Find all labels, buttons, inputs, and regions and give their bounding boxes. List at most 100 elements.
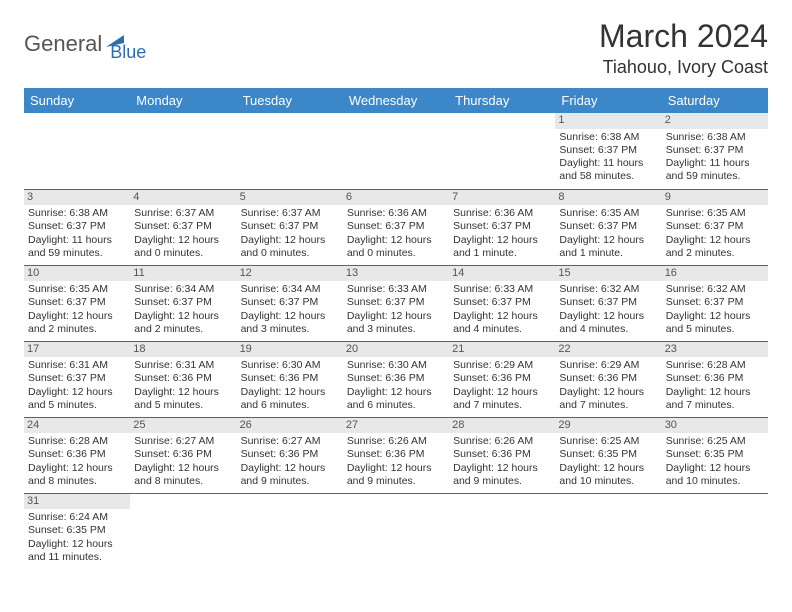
day-info-line: Sunset: 6:36 PM <box>559 372 657 385</box>
title-block: March 2024 Tiahouo, Ivory Coast <box>599 18 768 78</box>
day-info-line: and 3 minutes. <box>241 323 339 336</box>
day-info-line: Daylight: 12 hours <box>453 310 551 323</box>
day-info-line: and 6 minutes. <box>347 399 445 412</box>
calendar-day-cell: 8Sunrise: 6:35 AMSunset: 6:37 PMDaylight… <box>555 189 661 265</box>
day-info-line: Sunset: 6:36 PM <box>134 372 232 385</box>
location: Tiahouo, Ivory Coast <box>599 57 768 78</box>
logo: General Blue <box>24 18 146 63</box>
day-info-line: Daylight: 12 hours <box>134 462 232 475</box>
day-info-line: and 8 minutes. <box>134 475 232 488</box>
day-number: 18 <box>130 342 236 358</box>
day-info-line: and 58 minutes. <box>559 170 657 183</box>
day-info-line: Daylight: 12 hours <box>134 234 232 247</box>
calendar-week-row: 24Sunrise: 6:28 AMSunset: 6:36 PMDayligh… <box>24 417 768 493</box>
calendar-day-cell: 12Sunrise: 6:34 AMSunset: 6:37 PMDayligh… <box>237 265 343 341</box>
calendar-week-row: 10Sunrise: 6:35 AMSunset: 6:37 PMDayligh… <box>24 265 768 341</box>
day-info-line: and 5 minutes. <box>28 399 126 412</box>
day-info-line: and 0 minutes. <box>241 247 339 260</box>
day-info-line: Daylight: 11 hours <box>28 234 126 247</box>
day-number: 16 <box>662 266 768 282</box>
day-number: 20 <box>343 342 449 358</box>
month-title: March 2024 <box>599 18 768 55</box>
day-info-line: Daylight: 12 hours <box>559 310 657 323</box>
day-info-line: Sunrise: 6:33 AM <box>347 283 445 296</box>
weekday-header: Saturday <box>662 88 768 113</box>
calendar-day-cell <box>237 493 343 569</box>
day-info-line: Sunrise: 6:31 AM <box>28 359 126 372</box>
calendar-day-cell: 28Sunrise: 6:26 AMSunset: 6:36 PMDayligh… <box>449 417 555 493</box>
calendar-day-cell: 1Sunrise: 6:38 AMSunset: 6:37 PMDaylight… <box>555 113 661 189</box>
calendar-day-cell: 4Sunrise: 6:37 AMSunset: 6:37 PMDaylight… <box>130 189 236 265</box>
day-info-line: and 2 minutes. <box>134 323 232 336</box>
day-info-line: Sunrise: 6:33 AM <box>453 283 551 296</box>
calendar-day-cell: 19Sunrise: 6:30 AMSunset: 6:36 PMDayligh… <box>237 341 343 417</box>
calendar-day-cell <box>449 113 555 189</box>
day-info-line: Sunset: 6:36 PM <box>453 448 551 461</box>
day-info-line: Sunset: 6:37 PM <box>241 296 339 309</box>
logo-text-blue: Blue <box>110 42 146 63</box>
day-info-line: Sunrise: 6:25 AM <box>559 435 657 448</box>
day-info-line: Daylight: 12 hours <box>347 386 445 399</box>
day-info-line: Sunset: 6:37 PM <box>453 296 551 309</box>
day-info-line: and 1 minute. <box>453 247 551 260</box>
weekday-header: Sunday <box>24 88 130 113</box>
day-number: 1 <box>555 113 661 129</box>
day-info-line: Sunset: 6:37 PM <box>453 220 551 233</box>
day-info-line: Sunset: 6:37 PM <box>28 372 126 385</box>
day-info-line: Sunrise: 6:36 AM <box>347 207 445 220</box>
day-info-line: Sunset: 6:35 PM <box>28 524 126 537</box>
calendar-day-cell: 6Sunrise: 6:36 AMSunset: 6:37 PMDaylight… <box>343 189 449 265</box>
day-number: 13 <box>343 266 449 282</box>
day-info-line: and 4 minutes. <box>559 323 657 336</box>
day-info-line: Daylight: 12 hours <box>241 310 339 323</box>
calendar-day-cell: 31Sunrise: 6:24 AMSunset: 6:35 PMDayligh… <box>24 493 130 569</box>
day-info-line: and 11 minutes. <box>28 551 126 564</box>
day-info-line: and 7 minutes. <box>453 399 551 412</box>
day-info-line: Daylight: 12 hours <box>28 538 126 551</box>
day-info-line: Sunset: 6:37 PM <box>559 220 657 233</box>
day-info-line: and 7 minutes. <box>559 399 657 412</box>
calendar-day-cell: 21Sunrise: 6:29 AMSunset: 6:36 PMDayligh… <box>449 341 555 417</box>
day-info-line: Sunrise: 6:29 AM <box>453 359 551 372</box>
calendar-week-row: 17Sunrise: 6:31 AMSunset: 6:37 PMDayligh… <box>24 341 768 417</box>
calendar-day-cell <box>449 493 555 569</box>
day-info-line: Sunrise: 6:26 AM <box>453 435 551 448</box>
calendar-day-cell: 25Sunrise: 6:27 AMSunset: 6:36 PMDayligh… <box>130 417 236 493</box>
day-info-line: Sunset: 6:37 PM <box>347 220 445 233</box>
day-number: 4 <box>130 190 236 206</box>
day-info-line: and 6 minutes. <box>241 399 339 412</box>
day-info-line: and 8 minutes. <box>28 475 126 488</box>
day-info-line: Daylight: 12 hours <box>559 462 657 475</box>
calendar-day-cell <box>555 493 661 569</box>
day-number: 6 <box>343 190 449 206</box>
day-info-line: Daylight: 11 hours <box>666 157 764 170</box>
day-info-line: Sunrise: 6:26 AM <box>347 435 445 448</box>
calendar-day-cell: 5Sunrise: 6:37 AMSunset: 6:37 PMDaylight… <box>237 189 343 265</box>
calendar-day-cell: 3Sunrise: 6:38 AMSunset: 6:37 PMDaylight… <box>24 189 130 265</box>
calendar-day-cell <box>130 113 236 189</box>
day-info-line: Daylight: 12 hours <box>559 234 657 247</box>
day-number: 28 <box>449 418 555 434</box>
day-info-line: Daylight: 11 hours <box>559 157 657 170</box>
calendar-day-cell: 14Sunrise: 6:33 AMSunset: 6:37 PMDayligh… <box>449 265 555 341</box>
day-info-line: Daylight: 12 hours <box>241 462 339 475</box>
weekday-header: Friday <box>555 88 661 113</box>
day-info-line: and 5 minutes. <box>666 323 764 336</box>
day-info-line: Sunrise: 6:37 AM <box>134 207 232 220</box>
day-info-line: Daylight: 12 hours <box>347 462 445 475</box>
calendar-day-cell: 2Sunrise: 6:38 AMSunset: 6:37 PMDaylight… <box>662 113 768 189</box>
day-number: 12 <box>237 266 343 282</box>
day-number: 30 <box>662 418 768 434</box>
day-info-line: Sunrise: 6:31 AM <box>134 359 232 372</box>
day-info-line: Sunset: 6:37 PM <box>559 296 657 309</box>
day-info-line: and 1 minute. <box>559 247 657 260</box>
day-info-line: Sunrise: 6:35 AM <box>559 207 657 220</box>
day-number: 10 <box>24 266 130 282</box>
day-info-line: Sunset: 6:37 PM <box>666 296 764 309</box>
day-number: 29 <box>555 418 661 434</box>
day-number: 8 <box>555 190 661 206</box>
calendar-week-row: 31Sunrise: 6:24 AMSunset: 6:35 PMDayligh… <box>24 493 768 569</box>
day-info-line: Sunrise: 6:34 AM <box>134 283 232 296</box>
day-info-line: Sunset: 6:36 PM <box>347 448 445 461</box>
day-info-line: Sunset: 6:36 PM <box>241 448 339 461</box>
